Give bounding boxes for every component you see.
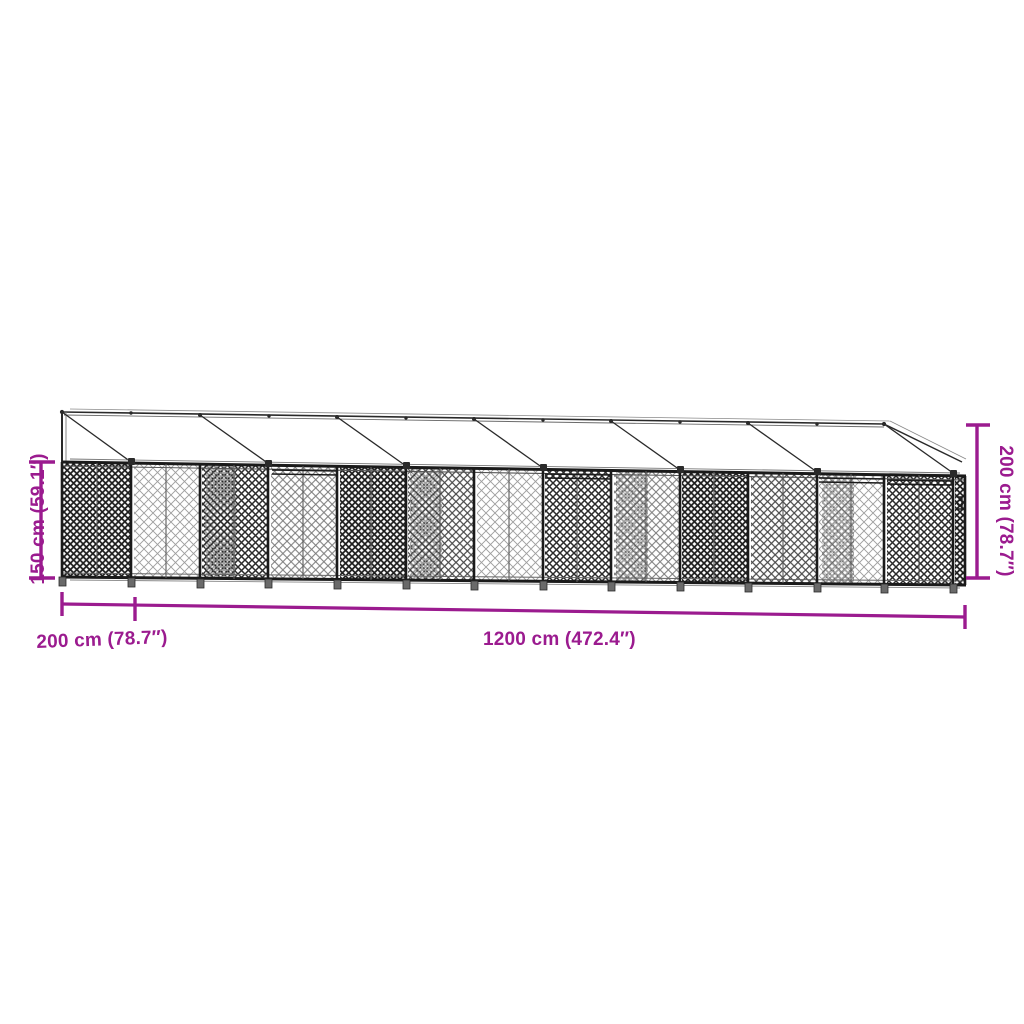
fence-bottom-rail-back	[69, 579, 961, 589]
mesh-panel	[271, 466, 337, 580]
roof-back-edge	[69, 408, 891, 422]
dimension-label-width-bottom: 1200 cm (472.4″)	[483, 629, 636, 650]
mesh-panel	[887, 475, 953, 584]
dimension-label-height-right: 200 cm (78.7″)	[995, 445, 1016, 577]
mesh-panel	[340, 467, 405, 580]
roof-joint-nodes	[59, 409, 887, 427]
gate-latch-icon	[956, 496, 964, 510]
roof-brace-1	[61, 411, 132, 463]
mesh-panel	[682, 472, 748, 583]
fence-top-rail-under	[61, 465, 967, 481]
dimension-height-left	[29, 460, 55, 580]
gate-frame-group	[271, 469, 954, 486]
roof-brace-2	[199, 414, 270, 465]
roof-brace-6	[747, 422, 818, 473]
roof-brace-4	[473, 418, 544, 469]
fence-bottom-rail-upper	[61, 572, 967, 582]
post-cap-group	[128, 458, 957, 477]
post-foot-group	[58, 576, 958, 594]
dimension-height-right	[966, 423, 990, 580]
dimension-lines	[29, 423, 990, 629]
roof-assembly	[59, 408, 967, 474]
mesh-back-wall-shading	[68, 463, 854, 583]
dimension-bottom-rule	[60, 592, 967, 629]
roof-right-slope-back	[889, 420, 967, 460]
kennel-fence-body	[58, 458, 967, 594]
roof-brace-7	[883, 423, 954, 474]
roof-brace-5	[610, 420, 681, 471]
panel-frame-uprights	[96, 463, 920, 584]
fence-post-group	[60, 462, 967, 585]
roof-brace-3	[336, 416, 407, 467]
mesh-panel	[545, 470, 611, 582]
dimension-label-height-left: 150 cm (59.1″)	[28, 453, 49, 585]
roof-right-slope	[883, 423, 963, 463]
fence-top-rail-back	[69, 458, 961, 474]
